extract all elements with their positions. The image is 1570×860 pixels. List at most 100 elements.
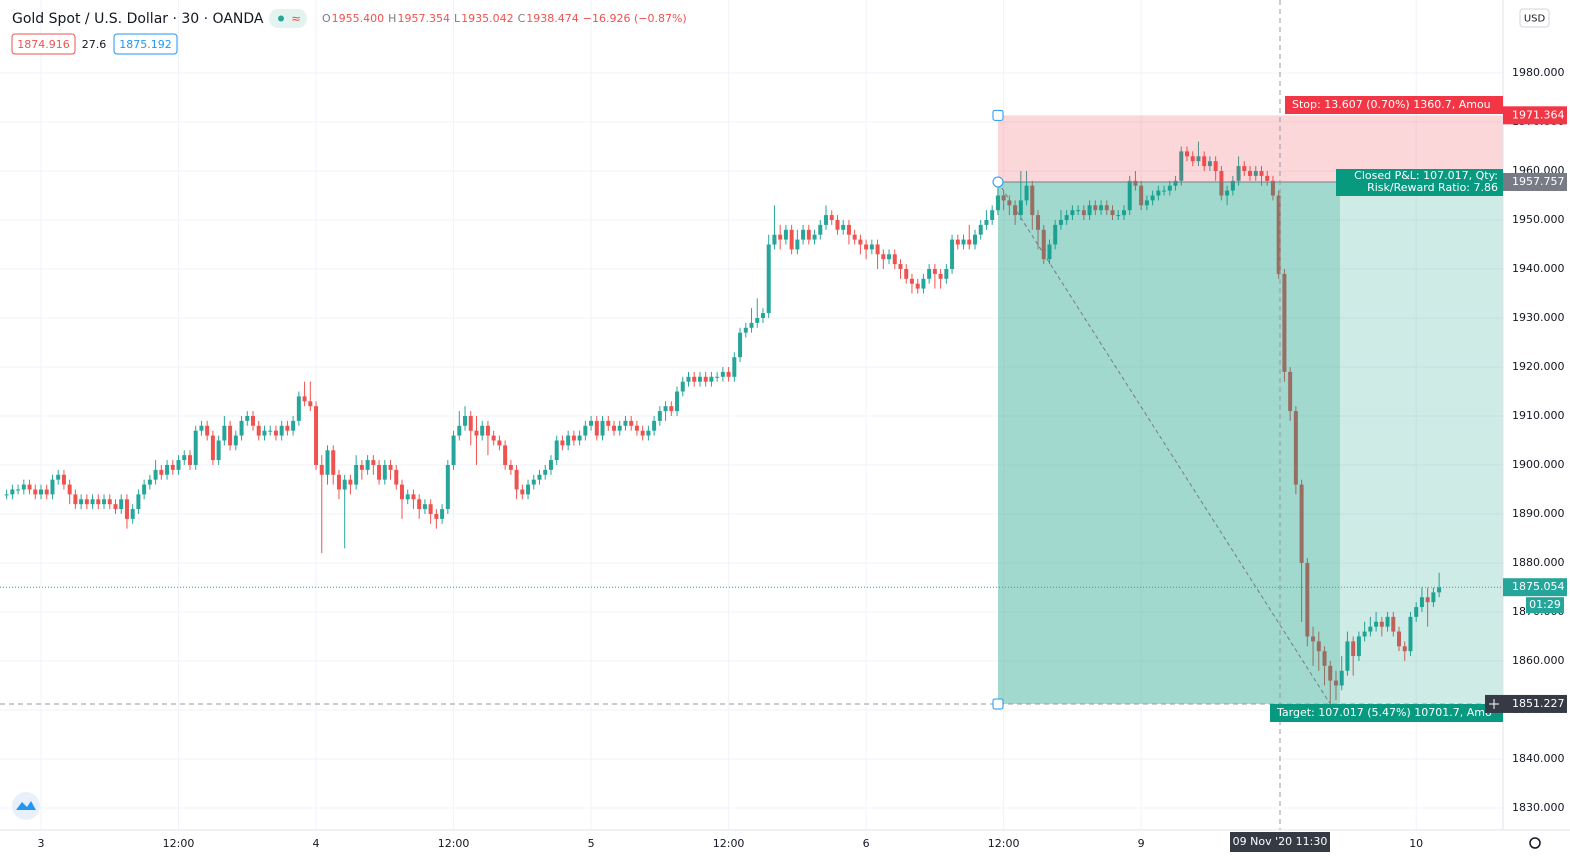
candle-body <box>199 425 204 431</box>
candle-body <box>663 406 668 412</box>
candle-body <box>720 371 725 377</box>
candle-body <box>285 425 290 431</box>
candle-body <box>589 420 594 426</box>
currency[interactable]: USD <box>1524 14 1546 25</box>
y-tick-label: 1900.000 <box>1512 458 1565 471</box>
candle-body <box>107 499 112 505</box>
candle-body <box>1374 621 1379 627</box>
ohlc-value: 1935.042 <box>461 12 514 25</box>
sell-box[interactable] <box>11 33 76 55</box>
candle-body <box>44 489 49 495</box>
pnl-label: Closed P&L: 107.017, Qty: <box>1354 169 1498 182</box>
candle-body <box>1265 175 1270 181</box>
candle-body <box>1070 210 1075 216</box>
candle-body <box>210 435 215 461</box>
buy-box[interactable] <box>113 33 178 55</box>
candle-body <box>176 460 181 470</box>
candle-body <box>67 484 72 495</box>
candle-body <box>1207 161 1212 167</box>
candle-body <box>1144 200 1149 206</box>
candle-body <box>394 469 399 485</box>
candle-body <box>1425 597 1430 603</box>
candle-body <box>967 239 972 245</box>
add-order-icon[interactable] <box>1489 698 1499 709</box>
candle-body <box>1305 562 1310 637</box>
candle-body <box>1385 616 1390 627</box>
candle-body <box>302 396 307 402</box>
candle-body <box>812 234 817 240</box>
closed-zone[interactable] <box>998 181 1340 704</box>
candle-body <box>1391 616 1396 632</box>
candle-body <box>451 435 456 465</box>
sell-price[interactable]: 1874.916 <box>17 38 70 51</box>
buy-price[interactable]: 1875.192 <box>119 38 172 51</box>
handle[interactable] <box>992 109 1004 121</box>
candle-body <box>938 273 943 279</box>
candle-body <box>783 229 788 240</box>
candle-body <box>1316 641 1321 652</box>
candle-body <box>881 254 886 260</box>
candle-body <box>892 254 897 265</box>
candle-body <box>508 464 513 470</box>
candle-body <box>646 430 651 436</box>
candle-body <box>1230 180 1235 191</box>
settings-icon[interactable] <box>1529 837 1541 849</box>
candle-body <box>526 484 531 495</box>
candle-body <box>130 509 135 519</box>
candle-body <box>1099 205 1104 211</box>
handle[interactable] <box>992 698 1004 710</box>
candle-body <box>147 479 152 485</box>
target-tag: 1851.227 <box>1512 697 1565 710</box>
candle-body <box>629 420 634 426</box>
candle-body <box>1276 195 1281 274</box>
candle-body <box>554 440 559 461</box>
candle-body <box>978 224 983 235</box>
countdown-box <box>1526 597 1564 614</box>
candle-body <box>1179 151 1184 181</box>
handle[interactable] <box>992 176 1004 188</box>
candle-body <box>972 234 977 245</box>
candle-body <box>1351 641 1356 657</box>
candle-body <box>772 234 777 245</box>
candle-body <box>245 415 250 421</box>
candle-body <box>571 435 576 441</box>
y-tick-label: 1830.000 <box>1512 801 1565 814</box>
candle-body <box>457 425 462 436</box>
x-tick-label: 5 <box>588 837 595 850</box>
candle-body <box>1419 597 1424 608</box>
candle-body <box>738 332 743 358</box>
logo-icon <box>16 801 36 810</box>
candle-body <box>21 484 26 490</box>
candle-body <box>27 484 32 490</box>
crosshair-time-box <box>1230 832 1330 852</box>
target-zone[interactable] <box>998 181 1503 704</box>
candle-body <box>336 474 341 490</box>
candle-body <box>1167 185 1172 191</box>
change: −16.926 (−0.87%) <box>583 12 687 25</box>
candle-body <box>531 479 536 485</box>
candle-body <box>1110 210 1115 216</box>
candle-body <box>1339 670 1344 686</box>
candle-body <box>766 244 771 314</box>
candle-body <box>1190 156 1195 162</box>
candle-body <box>371 460 376 465</box>
candle-body <box>428 504 433 514</box>
ohlc-key: O <box>322 12 331 25</box>
candle-body <box>463 415 468 426</box>
candle-body <box>1236 166 1241 181</box>
candle-body <box>314 406 319 465</box>
market-open-dot <box>278 15 284 22</box>
candle-body <box>583 425 588 436</box>
y-tick-label: 1860.000 <box>1512 654 1565 667</box>
y-tick-label: 1920.000 <box>1512 360 1565 373</box>
candle-body <box>1001 195 1006 201</box>
candle-body <box>273 430 278 436</box>
candle-body <box>915 283 920 289</box>
candle-body <box>1397 631 1402 647</box>
currency-box[interactable] <box>1519 8 1550 28</box>
candle-body <box>921 278 926 289</box>
candle-body <box>1437 587 1442 593</box>
stop-tag-box <box>1503 106 1567 125</box>
candle-body <box>1379 621 1384 627</box>
